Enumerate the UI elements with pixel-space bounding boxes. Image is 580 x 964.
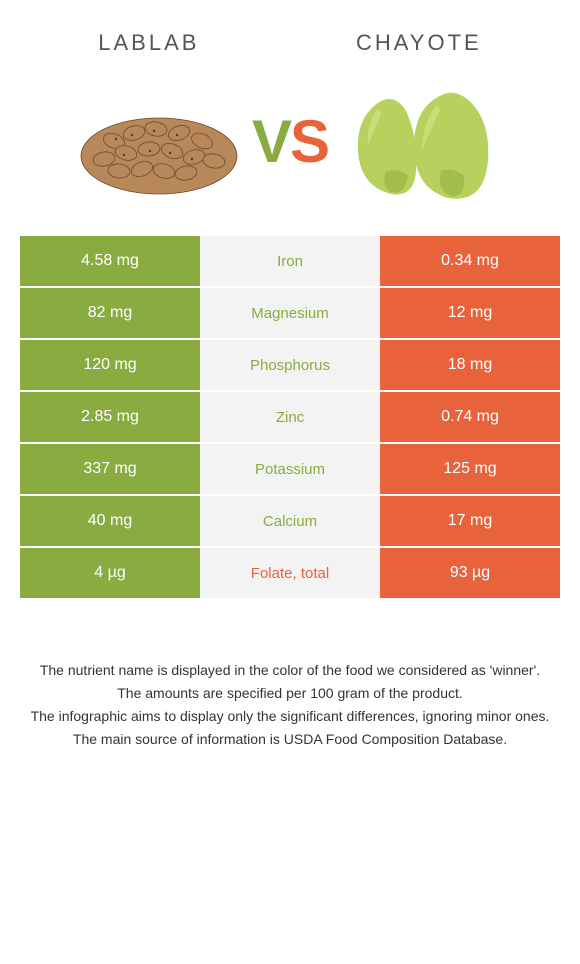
footer-line: The infographic aims to display only the… xyxy=(24,706,556,727)
nutrient-name: Folate, total xyxy=(200,548,380,598)
footer-line: The amounts are specified per 100 gram o… xyxy=(24,683,556,704)
table-row: 40 mg Calcium 17 mg xyxy=(20,496,560,548)
left-value: 337 mg xyxy=(20,444,200,494)
right-value: 125 mg xyxy=(380,444,560,494)
nutrient-name: Zinc xyxy=(200,392,380,442)
left-value: 4.58 mg xyxy=(20,236,200,286)
table-row: 4 µg Folate, total 93 µg xyxy=(20,548,560,600)
left-value: 120 mg xyxy=(20,340,200,390)
nutrient-name: Calcium xyxy=(200,496,380,546)
right-value: 93 µg xyxy=(380,548,560,598)
vs-v-letter: V xyxy=(252,108,290,175)
nutrient-name: Magnesium xyxy=(200,288,380,338)
left-value: 40 mg xyxy=(20,496,200,546)
lablab-image xyxy=(74,76,244,206)
hero-row: VS xyxy=(0,66,580,236)
right-value: 18 mg xyxy=(380,340,560,390)
footer-notes: The nutrient name is displayed in the co… xyxy=(0,600,580,772)
right-value: 17 mg xyxy=(380,496,560,546)
left-value: 82 mg xyxy=(20,288,200,338)
right-value: 12 mg xyxy=(380,288,560,338)
footer-line: The main source of information is USDA F… xyxy=(24,729,556,750)
right-value: 0.34 mg xyxy=(380,236,560,286)
header: LABLAB CHAYOTE xyxy=(0,0,580,66)
left-value: 2.85 mg xyxy=(20,392,200,442)
right-food-title: CHAYOTE xyxy=(356,30,482,56)
footer-line: The nutrient name is displayed in the co… xyxy=(24,660,556,681)
left-food-title: LABLAB xyxy=(98,30,199,56)
table-row: 82 mg Magnesium 12 mg xyxy=(20,288,560,340)
table-row: 2.85 mg Zinc 0.74 mg xyxy=(20,392,560,444)
nutrient-name: Iron xyxy=(200,236,380,286)
left-value: 4 µg xyxy=(20,548,200,598)
vs-label: VS xyxy=(252,107,328,176)
chayote-image xyxy=(336,76,506,206)
vs-s-letter: S xyxy=(290,108,328,175)
table-row: 337 mg Potassium 125 mg xyxy=(20,444,560,496)
table-row: 120 mg Phosphorus 18 mg xyxy=(20,340,560,392)
nutrient-name: Phosphorus xyxy=(200,340,380,390)
right-value: 0.74 mg xyxy=(380,392,560,442)
table-row: 4.58 mg Iron 0.34 mg xyxy=(20,236,560,288)
nutrient-table: 4.58 mg Iron 0.34 mg 82 mg Magnesium 12 … xyxy=(20,236,560,600)
nutrient-name: Potassium xyxy=(200,444,380,494)
